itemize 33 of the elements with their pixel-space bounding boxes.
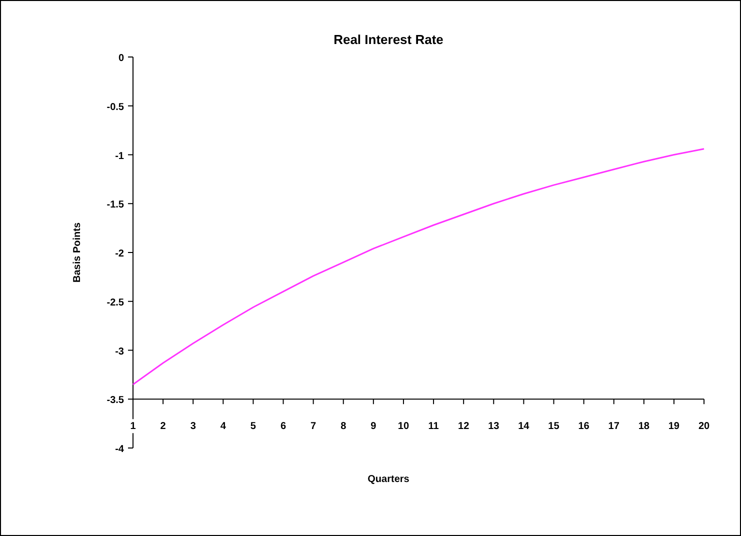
x-tick-label: 2 [160,421,166,432]
x-tick-label: 17 [608,421,620,432]
x-tick-label: 18 [638,421,650,432]
y-tick-label: 0 [118,53,124,64]
y-tick-label: -4 [115,444,124,455]
x-tick-label: 5 [250,421,256,432]
x-tick-label: 11 [428,421,440,432]
x-tick-label: 3 [190,421,196,432]
x-tick-label: 15 [548,421,560,432]
x-tick-label: 16 [578,421,590,432]
x-tick-label: 4 [220,421,226,432]
x-axis-title: Quarters [368,474,410,485]
chart-title: Real Interest Rate [334,32,444,47]
x-tick-label: 9 [370,421,377,432]
x-tick-label: 6 [280,421,286,432]
y-axis-title: Basis Points [72,222,83,283]
x-tick-label: 12 [458,421,470,432]
y-tick-label: -2.5 [106,297,124,308]
x-tick-label: 14 [518,421,530,432]
y-tick-label: -2 [115,248,124,260]
x-tick-label: 10 [398,421,410,432]
x-tick-label: 13 [488,421,500,432]
y-tick-label: -1.5 [106,200,124,211]
y-tick-label: -3.5 [106,395,124,406]
x-tick-label: 19 [668,421,680,432]
x-tick-label: 1 [130,421,136,432]
x-tick-label: 7 [310,421,317,432]
y-tick-label: -0.5 [106,102,124,113]
y-tick-label: -3 [115,346,124,358]
y-tick-label: -1 [115,150,124,162]
x-tick-label: 8 [340,421,347,432]
line-series [132,148,705,386]
x-tick-label: 20 [698,421,710,432]
